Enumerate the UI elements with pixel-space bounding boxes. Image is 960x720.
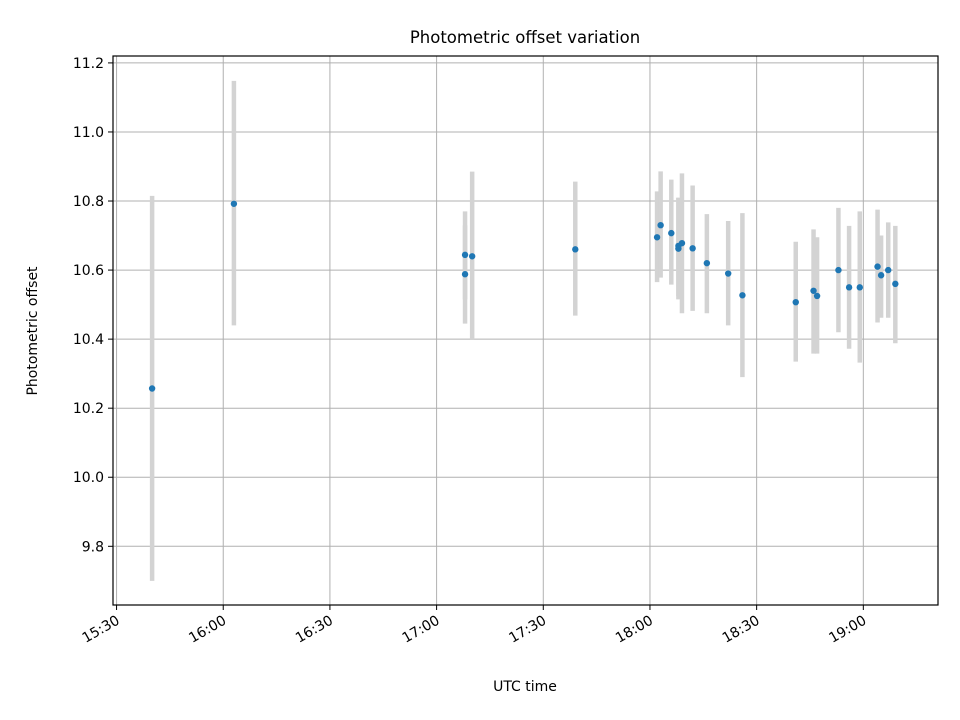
data-point: [675, 245, 682, 252]
data-point: [813, 292, 821, 300]
y-tick-label: 10.0: [73, 470, 104, 486]
data-point: [703, 259, 711, 267]
data-point: [856, 284, 863, 291]
data-point: [835, 266, 842, 274]
y-tick-label: 9.8: [82, 539, 104, 555]
data-point: [572, 246, 579, 253]
data-point: [668, 229, 675, 237]
data-point: [877, 272, 885, 279]
y-tick-label: 10.6: [73, 263, 104, 279]
y-tick-label: 10.8: [73, 194, 104, 210]
data-point: [657, 221, 664, 229]
data-point: [230, 200, 238, 207]
data-point: [892, 280, 899, 288]
data-point: [689, 245, 696, 252]
data-point: [845, 284, 853, 291]
data-point: [724, 270, 732, 277]
grid: [113, 56, 938, 605]
y-tick-label: 11.0: [73, 125, 104, 141]
y-tick-label: 10.4: [73, 332, 104, 348]
data-point: [810, 287, 817, 294]
data-point: [739, 292, 746, 299]
data-point: [885, 266, 892, 274]
y-axis-ticks: 9.8 10.0 10.2 10.4 10.6 10.8 11.0 11.2: [73, 56, 113, 555]
data-point: [678, 239, 686, 247]
y-axis-label: Photometric offset: [25, 266, 41, 396]
data-point: [461, 251, 469, 259]
plot-frame: [112, 55, 939, 606]
data-point: [148, 385, 156, 392]
data-point: [874, 263, 881, 270]
y-tick-label: 11.2: [73, 56, 104, 72]
data-point: [461, 271, 469, 278]
data-point: [653, 234, 661, 241]
y-tick-label: 10.2: [73, 401, 104, 417]
chart-title: Photometric offset variation: [410, 28, 640, 47]
data-points: [148, 200, 899, 392]
data-point: [468, 253, 476, 260]
x-axis-label: UTC time: [493, 679, 557, 695]
data-point: [792, 298, 799, 306]
